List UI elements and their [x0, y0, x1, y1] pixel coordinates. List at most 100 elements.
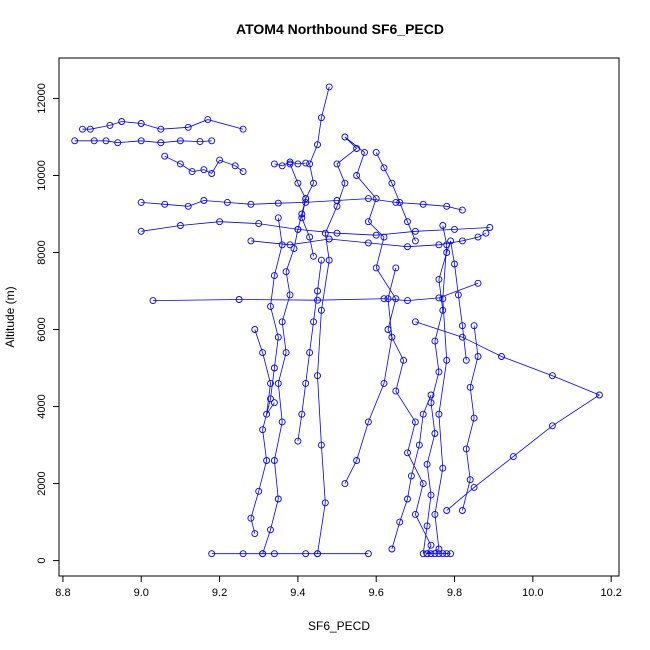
series-line-1 — [262, 86, 330, 554]
data-point — [407, 472, 415, 480]
data-point — [204, 116, 212, 124]
data-point — [137, 120, 145, 127]
data-point — [314, 372, 321, 380]
data-point — [314, 287, 321, 295]
plot-frame — [58, 57, 620, 577]
data-point — [267, 395, 274, 403]
series-line-13 — [254, 329, 275, 415]
data-point — [447, 550, 455, 558]
data-point — [443, 550, 451, 558]
data-point — [216, 218, 224, 226]
data-point — [314, 296, 321, 304]
data-point — [454, 291, 462, 299]
series-9 — [137, 195, 466, 214]
data-point — [439, 222, 447, 229]
data-point — [435, 368, 443, 376]
y-tick-label: 0 — [36, 558, 48, 564]
data-point — [431, 550, 439, 558]
data-point — [314, 141, 321, 149]
data-point — [259, 426, 267, 434]
data-point — [270, 272, 278, 280]
data-point — [439, 306, 447, 314]
series-line-15 — [344, 267, 397, 484]
data-point — [470, 322, 478, 330]
data-point — [353, 457, 361, 464]
data-point — [435, 545, 443, 553]
data-point — [255, 220, 263, 228]
x-tick-label: 9.0 — [134, 587, 149, 599]
series-line-11 — [250, 232, 487, 248]
data-point — [200, 197, 208, 204]
data-point — [404, 243, 411, 251]
data-point — [482, 229, 490, 237]
data-point — [431, 510, 439, 518]
data-point — [274, 333, 282, 341]
data-point — [314, 550, 321, 558]
y-tick-label: 10000 — [36, 160, 48, 191]
data-point — [451, 260, 458, 268]
data-point — [90, 137, 98, 145]
data-point — [274, 214, 282, 222]
series-line-18 — [462, 325, 479, 511]
data-point — [364, 550, 372, 558]
data-point — [411, 237, 419, 245]
series-12 — [149, 279, 482, 305]
data-point — [208, 170, 216, 177]
data-point — [364, 195, 372, 203]
data-point — [396, 198, 404, 206]
data-point — [247, 237, 255, 245]
data-point — [423, 460, 431, 468]
data-point — [462, 356, 470, 364]
data-point — [263, 410, 271, 418]
data-point — [396, 518, 404, 526]
data-point — [423, 550, 431, 558]
data-point — [282, 268, 290, 276]
series-2 — [247, 214, 286, 538]
series-16 — [388, 391, 435, 553]
data-point — [435, 275, 443, 283]
data-point — [317, 441, 325, 449]
data-point — [302, 550, 310, 558]
data-point — [419, 550, 427, 558]
data-point — [310, 252, 317, 260]
data-point — [427, 541, 435, 549]
data-point — [114, 139, 122, 147]
data-point — [419, 410, 427, 418]
data-point — [106, 121, 114, 129]
data-point — [509, 453, 517, 461]
data-point — [286, 241, 294, 249]
data-point — [263, 457, 271, 464]
data-point — [310, 179, 317, 187]
data-point — [392, 198, 400, 206]
data-point — [259, 349, 267, 357]
data-point — [247, 200, 255, 208]
data-point — [161, 200, 169, 208]
data-point — [267, 379, 274, 387]
data-point — [380, 295, 388, 303]
x-tick-label: 9.4 — [290, 587, 305, 599]
data-point — [474, 233, 482, 241]
data-point — [239, 550, 247, 558]
data-point — [157, 125, 165, 133]
data-point — [466, 476, 474, 484]
data-point — [118, 118, 126, 125]
data-point — [294, 437, 302, 445]
series-21 — [270, 158, 310, 170]
data-point — [411, 418, 419, 426]
data-point — [317, 256, 325, 264]
data-point — [333, 197, 341, 204]
series-4 — [208, 550, 372, 558]
data-point — [200, 166, 208, 174]
data-point — [176, 222, 184, 229]
x-tick-label: 10.0 — [522, 587, 543, 599]
data-point — [270, 399, 278, 407]
data-point — [137, 227, 145, 235]
data-point — [388, 545, 396, 553]
data-point — [341, 480, 349, 488]
data-point — [443, 202, 451, 210]
data-point — [439, 550, 447, 558]
data-point — [231, 162, 239, 170]
data-point — [208, 550, 216, 558]
data-point — [380, 164, 388, 172]
data-point — [317, 114, 325, 122]
